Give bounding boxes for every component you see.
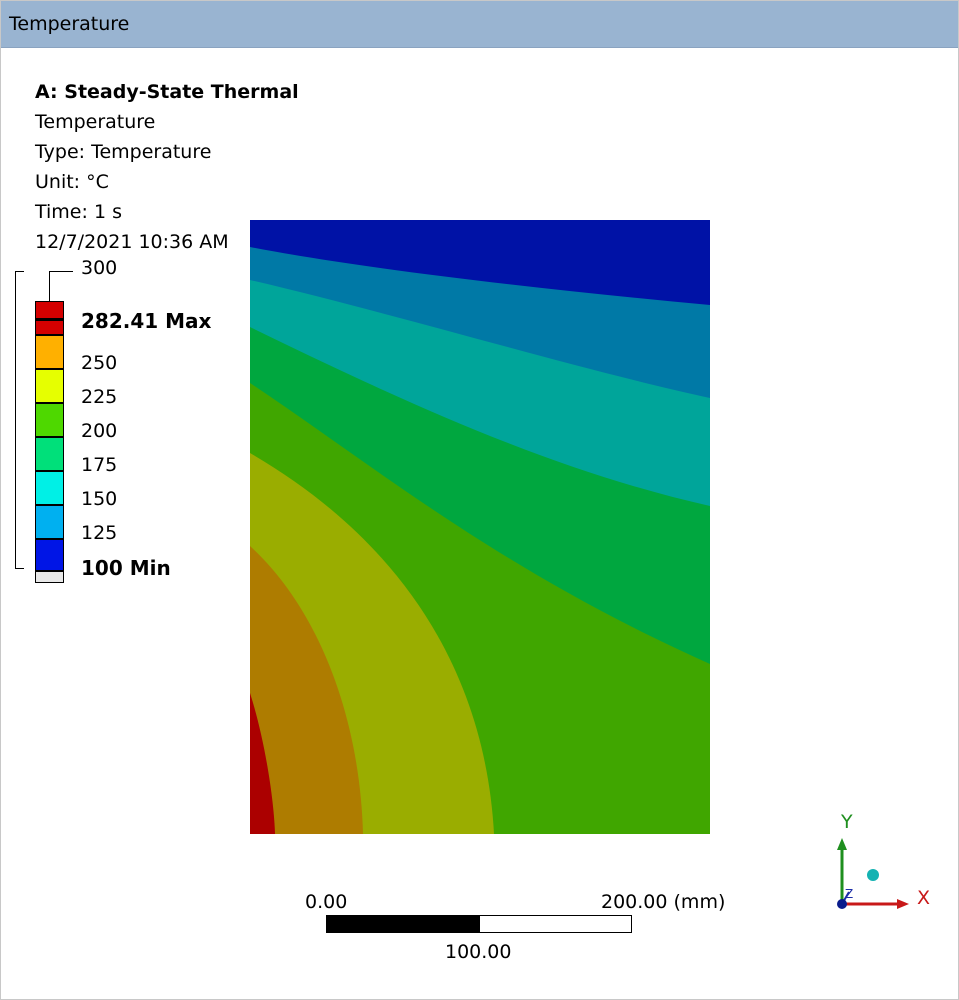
legend-min-label[interactable]: 100 Min (81, 556, 171, 580)
legend-top-tick (49, 271, 73, 272)
legend-band-125 (35, 505, 64, 539)
legend-max-label[interactable]: 282.41 Max (81, 309, 212, 333)
legend-color-bar[interactable] (35, 301, 64, 583)
legend-bracket (15, 271, 24, 569)
temperature-contour-plot[interactable] (250, 220, 710, 834)
legend-label-175[interactable]: 175 (81, 454, 118, 476)
triad-origin (837, 899, 847, 909)
title-bar: Temperature (1, 1, 958, 48)
legend-band-200 (35, 403, 64, 437)
legend-band-below (35, 571, 64, 583)
scale-bar (326, 915, 632, 933)
z-axis-label: Z (845, 887, 853, 901)
legend-top-connector (49, 271, 50, 301)
result-time: Time: 1 s (35, 201, 122, 223)
analysis-name: A: Steady-State Thermal (35, 81, 299, 103)
legend-band-100 (35, 539, 64, 571)
isometric-view-ball[interactable] (867, 869, 879, 881)
contour-band-250-275 (250, 546, 363, 834)
x-axis-arrow (842, 899, 909, 909)
contour-band-275-max (250, 693, 275, 834)
legend-band-175 (35, 437, 64, 471)
scale-mid-label: 100.00 (445, 941, 512, 963)
legend-band-225 (35, 369, 64, 403)
scale-left-label: 0.00 (305, 891, 348, 913)
scale-bar-filled (327, 916, 480, 932)
legend-label-200[interactable]: 200 (81, 420, 118, 442)
scale-right-label: 200.00 (mm) (601, 891, 726, 913)
result-datetime: 12/7/2021 10:36 AM (35, 231, 229, 253)
legend-label-225[interactable]: 225 (81, 386, 118, 408)
window-title: Temperature (9, 13, 130, 35)
legend-max-marker (35, 318, 64, 321)
x-axis-label: X (917, 887, 930, 909)
legend-label-125[interactable]: 125 (81, 522, 118, 544)
legend-band-250 (35, 335, 64, 369)
legend-label-150[interactable]: 150 (81, 488, 118, 510)
result-name: Temperature (35, 111, 156, 133)
legend-band-150 (35, 471, 64, 505)
y-axis-label: Y (840, 811, 853, 833)
legend-top-value[interactable]: 300 (81, 257, 118, 279)
legend-label-250[interactable]: 250 (81, 352, 118, 374)
result-type: Type: Temperature (35, 141, 212, 163)
result-unit: Unit: °C (35, 171, 109, 193)
y-axis-arrow (837, 838, 847, 904)
axis-triad[interactable]: Y X Z (821, 806, 941, 916)
